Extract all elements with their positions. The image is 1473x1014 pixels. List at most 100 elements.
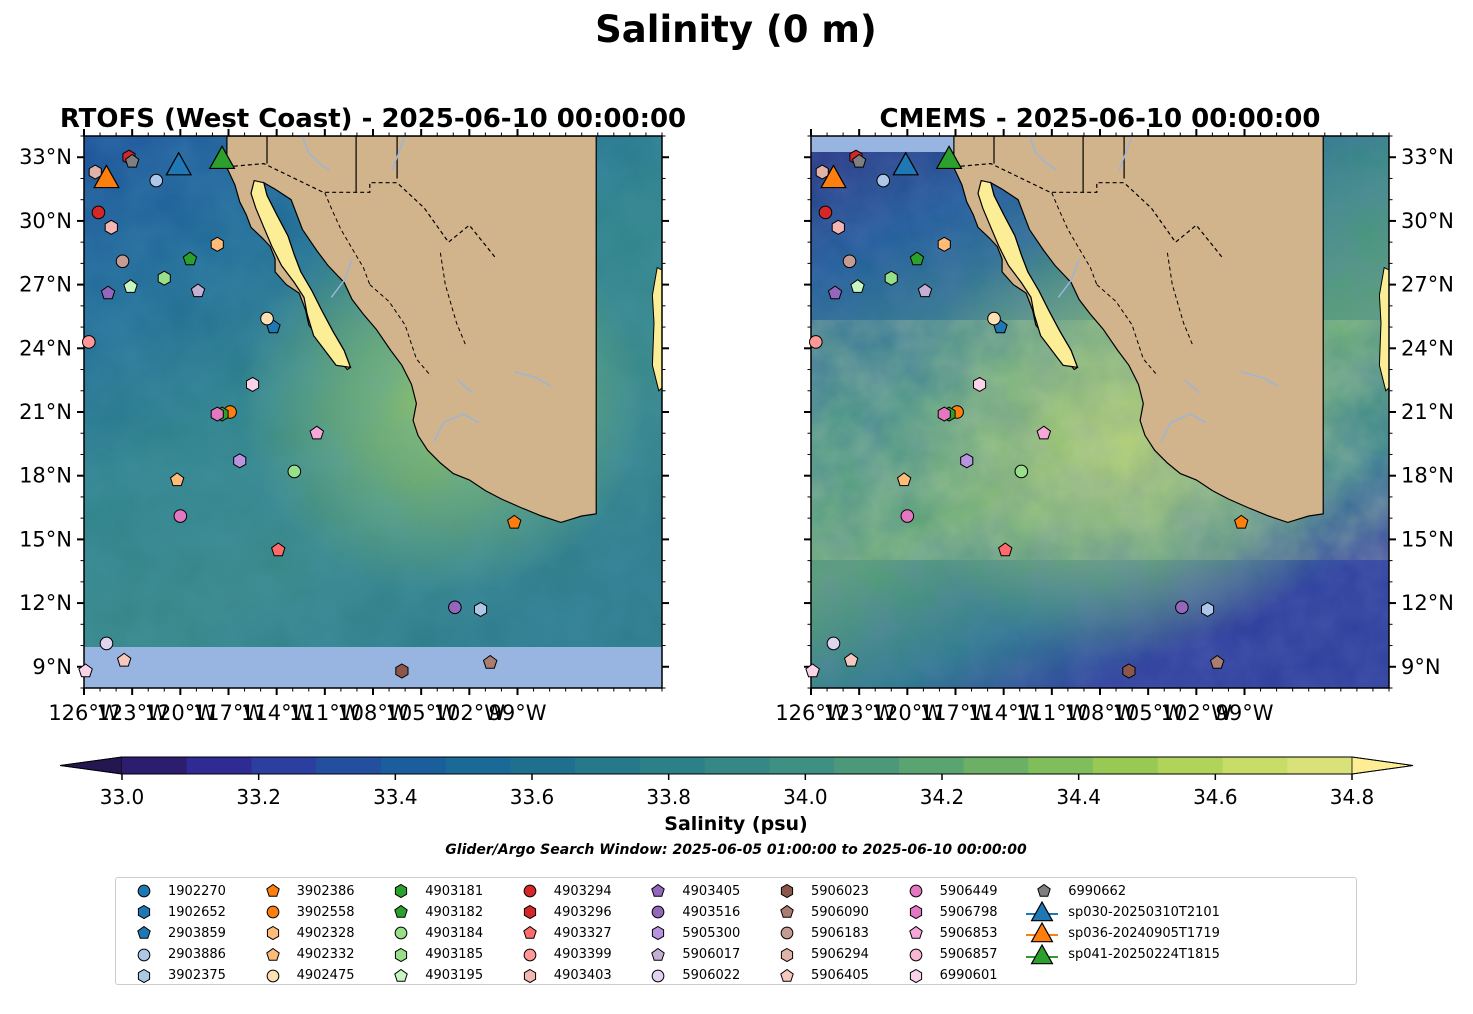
y-tick-label: 18°N — [1401, 464, 1454, 488]
legend-entry-1902652: 1902652 — [124, 902, 226, 922]
float-marker-3902386 — [1234, 514, 1249, 529]
glider-marker-sp041-20250224T1815 — [208, 145, 236, 170]
colorbar-segment — [1222, 757, 1288, 774]
float-marker-4903182 — [909, 251, 925, 266]
legend-entry-sp030-20250310T2101: sp030-20250310T2101 — [1024, 901, 1220, 922]
legend-entry-4903294: 4903294 — [510, 881, 612, 901]
legend-entry-4903184: 4903184 — [381, 923, 483, 943]
legend-float-symbol — [908, 926, 923, 940]
legend-float-symbol — [909, 905, 922, 920]
float-marker-4903185 — [157, 270, 171, 286]
state-border — [1166, 252, 1194, 347]
y-tick-label: 9°N — [1401, 655, 1441, 679]
legend-label: 5906183 — [811, 925, 869, 941]
legend-glider-symbol — [1026, 901, 1059, 922]
legend-entry-3902386: 3902386 — [253, 881, 355, 901]
x-tick-label: 99°W — [489, 701, 547, 725]
legend-float-symbol — [266, 926, 279, 941]
legend-entry-sp041-20250224T1815: sp041-20250224T1815 — [1024, 943, 1220, 965]
legend-entry-5906023: 5906023 — [767, 881, 869, 901]
float-marker-4903294 — [91, 205, 106, 220]
legend-marker — [137, 884, 151, 898]
river — [1057, 258, 1080, 298]
float-marker-3902375 — [474, 601, 488, 617]
river — [514, 370, 552, 388]
colorbar-tick-label: 34.6 — [1193, 785, 1238, 809]
colorbar-segment — [1028, 757, 1094, 774]
float-marker-5906294 — [815, 164, 829, 180]
float-marker-4902475 — [987, 311, 1001, 326]
legend-float-symbol — [394, 905, 408, 918]
float-marker-3902375 — [1201, 601, 1215, 617]
legend-marker — [394, 968, 408, 982]
legend-float-symbol — [780, 927, 794, 940]
legend-marker — [137, 905, 151, 920]
legend-float-symbol — [137, 948, 151, 961]
float-marker-4903195 — [123, 279, 138, 293]
legend-entry-5906853: 5906853 — [896, 923, 998, 943]
colorbar-segment — [445, 757, 511, 774]
panel-rtofs: RTOFS (West Coast) - 2025-06-10 00:00:00… — [19, 104, 686, 725]
legend-glider-symbol — [1026, 922, 1059, 943]
river — [1184, 379, 1200, 394]
legend-marker — [523, 926, 537, 940]
legend-float-symbol — [1037, 883, 1051, 897]
legend-label: 5906017 — [682, 947, 741, 963]
colorbar-tick-label: 33.0 — [100, 785, 145, 809]
legend-entry-4902475: 4902475 — [253, 966, 355, 986]
y-tick-label: 24°N — [1401, 336, 1454, 360]
legend-entry-5906294: 5906294 — [767, 945, 869, 965]
legend-marker — [651, 883, 666, 897]
legend-marker — [909, 948, 922, 961]
float-marker-5906798 — [937, 406, 951, 422]
legend-marker — [780, 968, 794, 982]
colorbar-segment — [963, 757, 1029, 774]
x-tick-label: 108°W — [337, 701, 409, 725]
river — [1028, 136, 1058, 171]
legend-label: 1902270 — [168, 883, 226, 899]
legend-entry-4902328: 4902328 — [253, 923, 355, 943]
float-marker-5906449 — [900, 509, 915, 523]
float-marker-4902332 — [169, 472, 185, 487]
legend-float-symbol — [780, 947, 794, 962]
colorbar-tick-label: 33.8 — [646, 785, 691, 809]
y-tick-label: 18°N — [19, 464, 72, 488]
colorbar-segment — [898, 757, 965, 774]
x-tick-label: 114°W — [968, 701, 1040, 725]
legend-glider-symbol — [1026, 943, 1059, 964]
legend-label: 4903294 — [553, 883, 612, 899]
float-marker-5906022 — [99, 636, 114, 651]
x-tick-label: 105°W — [385, 701, 457, 725]
float-marker-5906090 — [482, 654, 498, 669]
legend-float-symbol — [651, 883, 666, 897]
legend-float-symbol — [395, 883, 408, 899]
legend-marker — [1030, 922, 1054, 943]
y-tick-label: 27°N — [19, 273, 72, 297]
legend-label: 6990662 — [1068, 883, 1127, 899]
legend-entry-5906405: 5906405 — [767, 966, 869, 986]
float-marker-5905300 — [233, 453, 247, 469]
legend-entry-5906022: 5906022 — [638, 966, 740, 986]
legend-marker — [523, 905, 536, 920]
legend-float-symbol — [652, 969, 665, 983]
float-marker-4903399 — [809, 335, 823, 349]
legend-marker — [909, 884, 922, 898]
river — [457, 379, 473, 394]
legend-float-symbol — [523, 968, 536, 983]
legend-float-symbol — [909, 968, 922, 983]
legend-label: 4903296 — [553, 904, 612, 920]
legend-marker — [266, 969, 279, 983]
legend-entry-4903195: 4903195 — [381, 966, 483, 986]
colorbar-segment — [316, 757, 382, 774]
legend-entry-4903516: 4903516 — [638, 902, 740, 922]
legend-label: 4903184 — [425, 925, 484, 941]
x-tick-label: 126°W — [48, 701, 120, 725]
legend-marker — [265, 947, 280, 961]
float-marker-4902332 — [896, 472, 912, 487]
float-marker-4903182 — [182, 251, 198, 266]
float-marker-4902328 — [937, 236, 951, 252]
float-marker-6990662 — [851, 153, 867, 168]
legend-marker — [652, 969, 665, 983]
x-tick-label: 99°W — [1216, 701, 1274, 725]
legend-float-symbol — [265, 947, 280, 961]
